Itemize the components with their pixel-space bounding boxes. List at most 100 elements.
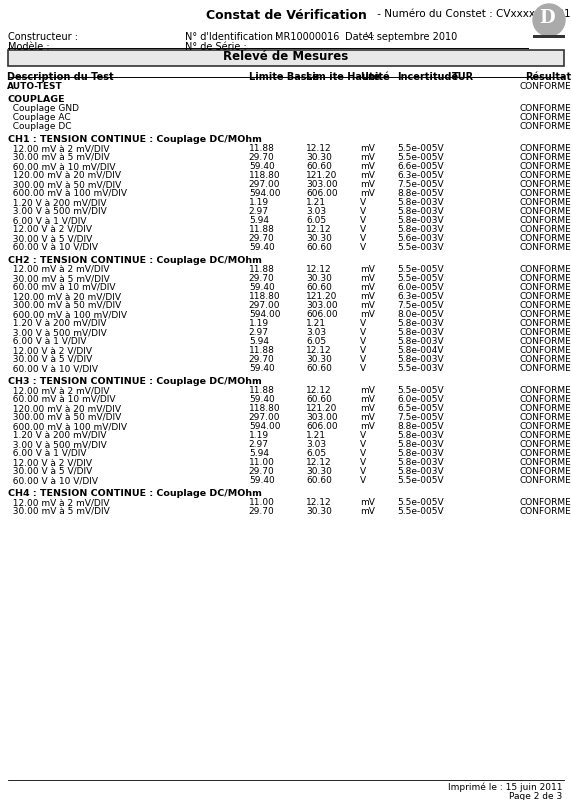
Text: mV: mV [360,507,375,516]
Text: 60.00 mV à 10 mV/DIV: 60.00 mV à 10 mV/DIV [7,162,116,171]
Text: CONFORME: CONFORME [519,386,571,395]
Text: CONFORME: CONFORME [519,216,571,225]
Text: mV: mV [360,283,375,292]
Text: CONFORME: CONFORME [519,337,571,346]
Text: 59.40: 59.40 [249,476,275,485]
Text: 5.8e-003V: 5.8e-003V [398,467,444,476]
Text: TUR: TUR [452,72,474,82]
Text: V: V [360,207,367,216]
Text: 5.5e-005V: 5.5e-005V [398,386,444,395]
Text: 29.70: 29.70 [249,153,275,162]
Text: 59.40: 59.40 [249,162,275,171]
Text: 30.00 V à 5 V/DIV: 30.00 V à 5 V/DIV [7,355,92,364]
Text: mV: mV [360,386,375,395]
Text: 3.00 V à 500 mV/DIV: 3.00 V à 500 mV/DIV [7,328,106,337]
Text: mV: mV [360,310,375,319]
Text: 12.12: 12.12 [306,225,332,234]
Text: 60.00 V à 10 V/DIV: 60.00 V à 10 V/DIV [7,476,98,485]
Text: 6.00 V à 1 V/DIV: 6.00 V à 1 V/DIV [7,337,86,346]
Text: 7.5e-005V: 7.5e-005V [398,301,444,310]
Text: Constat de Vérification: Constat de Vérification [205,9,367,22]
Text: 1.21: 1.21 [306,319,326,328]
Text: 5.8e-004V: 5.8e-004V [398,346,444,355]
Text: CONFORME: CONFORME [519,198,571,207]
Text: 1.19: 1.19 [249,431,269,440]
Text: CONFORME: CONFORME [519,265,571,274]
Text: 297.00: 297.00 [249,180,280,189]
Text: 6.05: 6.05 [306,216,326,225]
Text: mV: mV [360,153,375,162]
Text: V: V [360,346,367,355]
Text: 59.40: 59.40 [249,395,275,404]
Text: 600.00 mV à 100 mV/DIV: 600.00 mV à 100 mV/DIV [7,422,127,431]
Bar [533,35,565,38]
Text: 59.40: 59.40 [249,283,275,292]
Text: AUTO-TEST: AUTO-TEST [7,82,62,91]
Text: 11.88: 11.88 [249,225,275,234]
Text: 594.00: 594.00 [249,422,280,431]
Text: 5.8e-003V: 5.8e-003V [398,216,444,225]
Text: 303.00: 303.00 [306,413,337,422]
Text: 1.21: 1.21 [306,198,326,207]
Text: CONFORME: CONFORME [519,113,571,122]
Text: 12.00 mV à 2 mV/DIV: 12.00 mV à 2 mV/DIV [7,265,109,274]
Text: CONFORME: CONFORME [519,82,571,91]
Text: 11.00: 11.00 [249,498,275,507]
Text: CONFORME: CONFORME [519,346,571,355]
Text: 5.5e-003V: 5.5e-003V [398,364,444,373]
Text: 303.00: 303.00 [306,180,337,189]
Text: 60.60: 60.60 [306,364,332,373]
Text: COUPLAGE: COUPLAGE [8,95,66,104]
Text: 6.6e-005V: 6.6e-005V [398,162,444,171]
Text: CONFORME: CONFORME [519,292,571,301]
Text: 60.00 mV à 10 mV/DIV: 60.00 mV à 10 mV/DIV [7,283,116,292]
Text: 12.12: 12.12 [306,498,332,507]
Text: 12.12: 12.12 [306,265,332,274]
Text: 300.00 mV à 50 mV/DIV: 300.00 mV à 50 mV/DIV [7,180,121,189]
Text: MR10000016: MR10000016 [275,32,339,42]
Text: V: V [360,243,367,252]
Text: Relevé de Mesures: Relevé de Mesures [224,50,348,63]
Text: 30.30: 30.30 [306,153,332,162]
Text: Résultat: Résultat [525,72,571,82]
Text: Modèle :: Modèle : [8,42,50,52]
Text: V: V [360,225,367,234]
Text: mV: mV [360,395,375,404]
Text: 11.88: 11.88 [249,144,275,153]
Text: 118.80: 118.80 [249,292,280,301]
Text: 5.8e-003V: 5.8e-003V [398,225,444,234]
Text: CONFORME: CONFORME [519,458,571,467]
Text: 5.8e-003V: 5.8e-003V [398,328,444,337]
Text: 6.05: 6.05 [306,337,326,346]
Text: V: V [360,431,367,440]
Text: 12.00 mV à 2 mV/DIV: 12.00 mV à 2 mV/DIV [7,386,109,395]
Text: 606.00: 606.00 [306,422,337,431]
Text: 12.12: 12.12 [306,458,332,467]
Text: V: V [360,458,367,467]
Text: CONFORME: CONFORME [519,395,571,404]
Text: 12.00 V à 2 V/DIV: 12.00 V à 2 V/DIV [7,346,92,355]
Text: CONFORME: CONFORME [519,225,571,234]
Text: CONFORME: CONFORME [519,153,571,162]
Text: 5.5e-005V: 5.5e-005V [398,498,444,507]
Text: 7.5e-005V: 7.5e-005V [398,413,444,422]
Text: 1.20 V à 200 mV/DIV: 1.20 V à 200 mV/DIV [7,431,106,440]
Text: 11.88: 11.88 [249,265,275,274]
Text: CH3 : TENSION CONTINUE : Couplage DC/MOhm: CH3 : TENSION CONTINUE : Couplage DC/MOh… [8,377,262,386]
Text: 5.8e-003V: 5.8e-003V [398,198,444,207]
Text: 29.70: 29.70 [249,467,275,476]
Text: CONFORME: CONFORME [519,310,571,319]
Text: CH4 : TENSION CONTINUE : Couplage DC/MOhm: CH4 : TENSION CONTINUE : Couplage DC/MOh… [8,489,262,498]
Text: CONFORME: CONFORME [519,364,571,373]
Text: mV: mV [360,162,375,171]
Text: 5.5e-005V: 5.5e-005V [398,476,444,485]
Text: V: V [360,319,367,328]
Text: 5.94: 5.94 [249,216,269,225]
Text: 5.8e-003V: 5.8e-003V [398,440,444,449]
Text: CONFORME: CONFORME [519,404,571,413]
Text: Couplage DC: Couplage DC [7,122,72,131]
Text: CONFORME: CONFORME [519,104,571,113]
Text: Incertitude: Incertitude [398,72,459,82]
Text: 30.30: 30.30 [306,507,332,516]
Text: 5.5e-005V: 5.5e-005V [398,507,444,516]
